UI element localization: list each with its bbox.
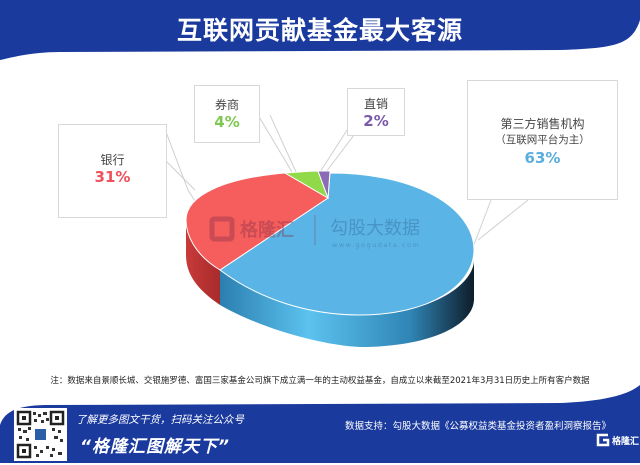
- footer-logo: 格隆汇: [596, 433, 639, 447]
- slice-bank: [185, 172, 329, 271]
- callout-broker-label: 券商: [214, 98, 239, 112]
- callout-third-party: 第三方销售机构 （互联网平台为主） 63%: [467, 80, 618, 200]
- watermark-partner: 勾股大数据: [330, 218, 420, 239]
- slice-direct: [317, 170, 331, 199]
- pie-top: [185, 170, 475, 316]
- callout-third-party-sublabel: （互联网平台为主）: [495, 134, 590, 146]
- footer-slogan: “格隆汇图解天下”: [80, 437, 230, 457]
- callout-direct-pct: 2%: [363, 112, 389, 130]
- footer-promo: 了解更多图文干货，扫码关注公众号: [76, 414, 244, 426]
- callout-bank: 银行 31%: [58, 124, 167, 218]
- pie-chart: 格隆汇 勾股大数据 www.gogudata.com: [162, 109, 529, 347]
- header-banner: [0, 0, 640, 60]
- callout-bank-pct: 31%: [94, 168, 131, 186]
- footer-source: 数据支持：勾股大数据《公募权益类基金投资者盈利洞察报告》: [345, 421, 612, 432]
- slice-third-party: [219, 172, 475, 316]
- callout-bank-label: 银行: [100, 153, 125, 167]
- callout-direct-label: 直销: [363, 97, 388, 111]
- page-title: 互联网贡献基金最大客源: [176, 16, 463, 45]
- logo-text: 格隆汇: [612, 436, 640, 447]
- callout-broker: 券商 4%: [194, 85, 260, 143]
- callout-third-party-pct: 63%: [524, 149, 561, 167]
- qr-code-icon: [16, 410, 65, 459]
- logo-icon: [596, 433, 610, 447]
- svg-text:www.gogudata.com: www.gogudata.com: [332, 241, 420, 249]
- qr-code[interactable]: [14, 408, 67, 461]
- callout-direct: 直销 2%: [347, 88, 405, 136]
- watermark: 格隆汇 勾股大数据 www.gogudata.com: [209, 215, 420, 249]
- callout-broker-pct: 4%: [214, 113, 240, 131]
- data-note: 注：数据来自景顺长城、交银施罗德、富国三家基金公司旗下成立满一年的主动权益基金，…: [50, 376, 590, 386]
- footer-banner: [0, 385, 640, 463]
- callout-third-party-label: 第三方销售机构: [500, 117, 585, 131]
- watermark-brand: 格隆汇: [240, 219, 294, 241]
